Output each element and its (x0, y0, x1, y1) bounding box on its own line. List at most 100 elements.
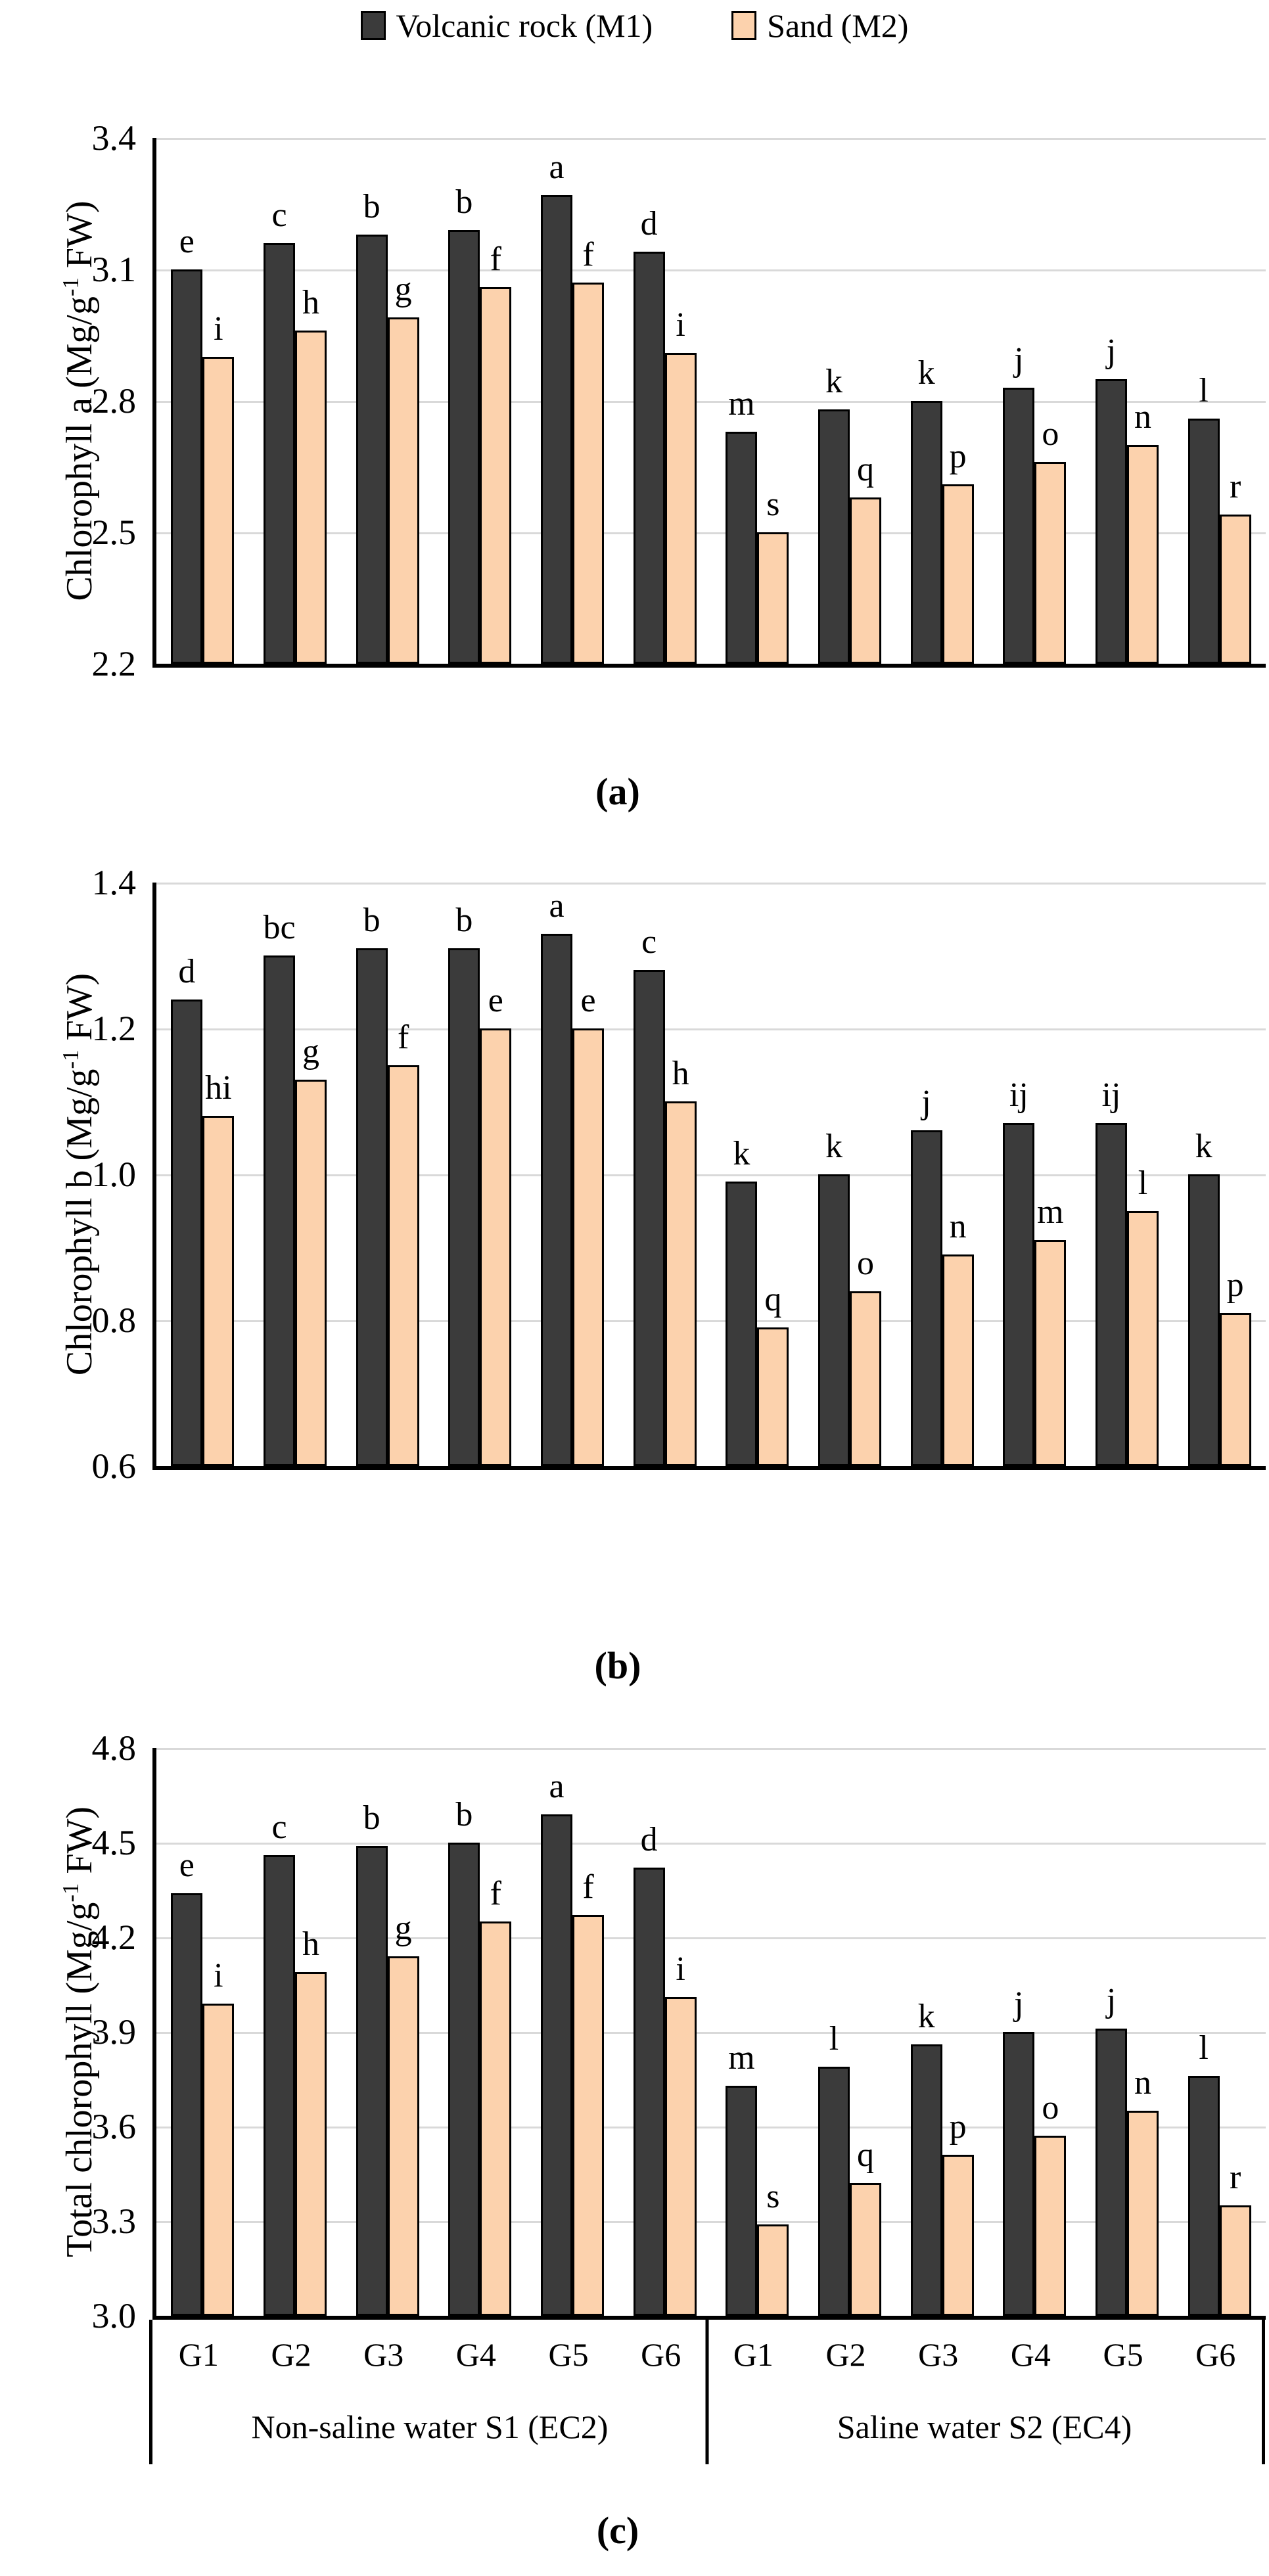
y-tick-label: 3.9 (91, 2012, 137, 2052)
significance-letter: m (728, 2038, 755, 2077)
gridline (156, 2127, 1266, 2128)
bar-volcanic-rock-g5-nonsaline (541, 933, 572, 1466)
significance-letter: c (271, 1808, 287, 1847)
gridline (156, 2032, 1266, 2034)
significance-letter: b (455, 1796, 473, 1833)
significance-letter: n (1134, 2064, 1151, 2102)
y-tick-label: 4.2 (91, 1918, 137, 1957)
y-axis-label-superscript: -1 (58, 1883, 84, 1902)
y-tick-label: 2.5 (91, 513, 137, 552)
significance-letter: hi (205, 1069, 232, 1107)
significance-letter: e (580, 982, 596, 1019)
gridline (156, 1028, 1266, 1030)
bar-sand-g2-nonsaline (295, 331, 327, 664)
bar-sand-g5-nonsaline (572, 283, 604, 664)
bar-sand-g5-nonsaline (572, 1028, 604, 1466)
legend-swatch-volcanic-rock-icon (360, 11, 386, 40)
bar-sand-g4-saline (1034, 462, 1067, 664)
bar-volcanic-rock-g6-saline (1188, 418, 1220, 664)
significance-letter: j (1014, 1985, 1024, 2023)
bar-sand-g5-saline (1127, 1210, 1159, 1466)
bar-sand-g5-nonsaline (572, 1915, 604, 2316)
gridline (156, 1320, 1266, 1322)
chart-legend: Volcanic rock (M1) Sand (M2) (0, 9, 1269, 42)
significance-letter: e (179, 223, 195, 260)
significance-letter: f (490, 240, 501, 278)
bar-volcanic-rock-g2-nonsaline (264, 243, 295, 664)
y-tick-label: 1.2 (91, 1009, 137, 1048)
bar-sand-g6-nonsaline (664, 1997, 697, 2316)
y-tick-label: 1.0 (91, 1155, 137, 1194)
significance-letter: a (549, 148, 565, 186)
bar-volcanic-rock-g2-nonsaline (264, 955, 295, 1466)
bar-sand-g4-nonsaline (480, 287, 512, 664)
significance-letter: q (764, 1281, 782, 1319)
y-tick-label: 0.6 (91, 1446, 137, 1486)
bar-sand-g3-nonsaline (387, 1065, 419, 1466)
panel-caption-b: (b) (594, 1644, 641, 1687)
x-axis-group-bracket: G1 G2 G3 G4 G5 G6 G1 G2 G3 G4 G5 G6 Non-saline water… (149, 2320, 1265, 2464)
significance-letter: k (1195, 1128, 1212, 1165)
bar-volcanic-rock-g4-nonsaline (448, 230, 480, 664)
y-tick-label: 4.5 (91, 1823, 137, 1862)
x-tick-label-g5-saline: G5 (1103, 2335, 1143, 2373)
bar-sand-g5-saline (1127, 444, 1159, 664)
significance-letter: k (917, 354, 935, 392)
plot-area-chart-c: e i c h b g b f a f d i m s l q k p j o j n l r (152, 1748, 1266, 2320)
significance-letter: s (766, 2177, 780, 2215)
legend-item-sand: Sand (M2) (731, 9, 908, 42)
significance-letter: d (178, 952, 196, 990)
significance-letter: a (549, 1767, 565, 1805)
significance-letter: b (363, 187, 381, 225)
bar-sand-g4-saline (1034, 1239, 1067, 1466)
significance-letter: q (857, 2136, 874, 2174)
gridline (156, 532, 1266, 534)
panel-caption-a: (a) (595, 770, 640, 813)
panel-caption-c: (c) (596, 2509, 639, 2552)
significance-letter: f (582, 1868, 594, 1906)
y-tick-label: 3.4 (91, 118, 137, 158)
y-tick-label: 0.8 (91, 1300, 137, 1340)
bar-sand-g4-nonsaline (480, 1921, 512, 2316)
bar-volcanic-rock-g6-nonsaline (633, 252, 665, 664)
significance-letter: k (917, 1998, 935, 2036)
x-tick-label-g4-saline: G4 (1010, 2335, 1051, 2373)
significance-letter: j (1014, 341, 1024, 379)
bar-volcanic-rock-g6-nonsaline (633, 1868, 665, 2316)
significance-letter: k (825, 1128, 842, 1165)
significance-letter: n (1134, 398, 1151, 436)
bar-volcanic-rock-g1-saline (726, 2085, 758, 2316)
bar-sand-g2-nonsaline (295, 1079, 327, 1466)
y-tick-label: 2.2 (91, 644, 137, 683)
legend-label: Volcanic rock (M1) (396, 7, 653, 44)
significance-letter: j (1106, 1982, 1117, 2020)
y-axis-label-superscript: -1 (58, 1049, 84, 1069)
significance-letter: h (302, 284, 319, 322)
significance-letter: o (1042, 415, 1059, 453)
bar-volcanic-rock-g1-nonsaline (171, 1893, 203, 2316)
gridline (156, 138, 1266, 140)
y-tick-label: 3.6 (91, 2107, 137, 2146)
bar-sand-g1-saline (757, 1327, 789, 1466)
significance-letter: k (733, 1135, 750, 1173)
bar-volcanic-rock-g3-saline (910, 401, 942, 664)
bar-sand-g4-saline (1034, 2136, 1067, 2316)
bar-sand-g3-saline (942, 1254, 974, 1466)
significance-letter: e (179, 1846, 195, 1884)
legend-item-volcanic-rock: Volcanic rock (M1) (360, 7, 653, 44)
significance-letter: b (455, 183, 473, 221)
bar-volcanic-rock-g6-saline (1188, 2076, 1220, 2316)
bar-volcanic-rock-g4-nonsaline (448, 1843, 480, 2316)
bar-volcanic-rock-g2-saline (818, 409, 850, 664)
bar-sand-g6-saline (1219, 2205, 1251, 2316)
x-tick-label-g3-nonsaline: G3 (363, 2335, 404, 2373)
significance-letter: m (1037, 1193, 1064, 1231)
bar-volcanic-rock-g4-nonsaline (448, 948, 480, 1466)
significance-letter: a (549, 886, 565, 925)
x-tick-label-g1-saline: G1 (733, 2335, 773, 2373)
significance-letter: f (582, 236, 594, 273)
significance-letter: g (302, 1032, 319, 1070)
bar-sand-g1-saline (757, 2224, 789, 2316)
y-tick-label: 2.8 (91, 381, 137, 421)
